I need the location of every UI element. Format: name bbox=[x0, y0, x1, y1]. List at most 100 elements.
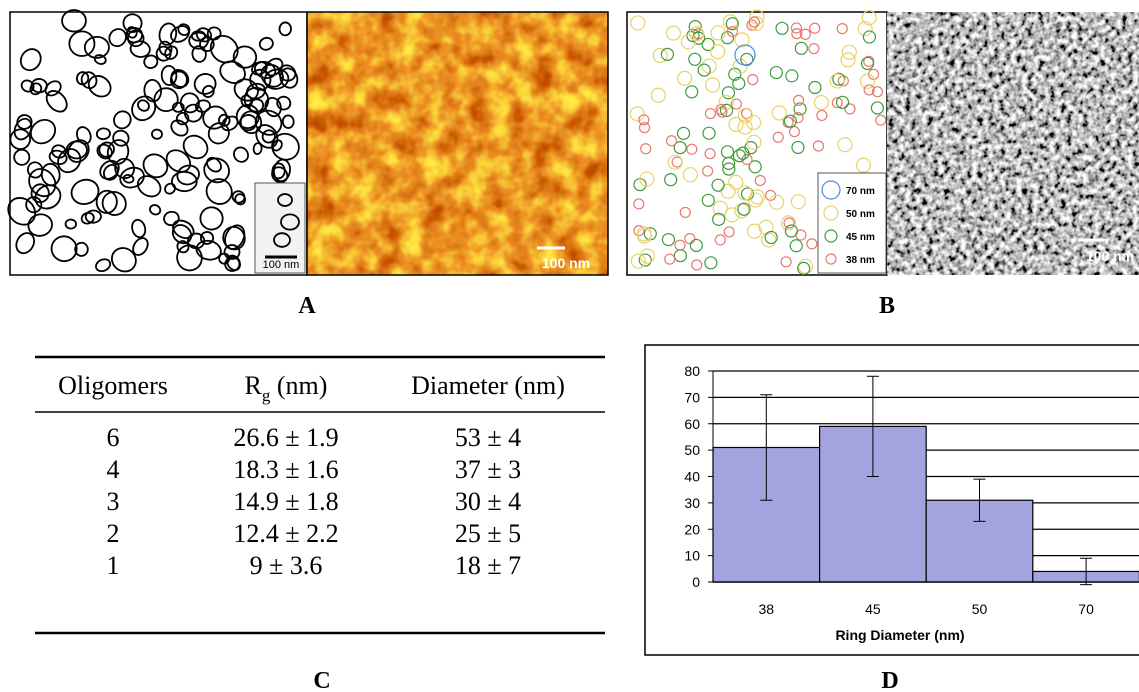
ring-marker bbox=[705, 77, 721, 93]
x-tick-label: 70 bbox=[1078, 601, 1094, 617]
ring-marker bbox=[689, 238, 703, 253]
ring-marker bbox=[732, 58, 748, 74]
ring-marker bbox=[775, 21, 789, 35]
table-cell: 12.4 ± 2.2 bbox=[233, 519, 338, 548]
ring-marker bbox=[832, 72, 846, 86]
ring-marker bbox=[664, 173, 678, 187]
ring-marker bbox=[785, 69, 799, 83]
ring-marker bbox=[780, 215, 797, 231]
ring-marker bbox=[710, 44, 726, 60]
ring-marker bbox=[831, 97, 843, 109]
y-tick-label: 70 bbox=[684, 389, 700, 405]
ring-outline bbox=[264, 57, 284, 77]
ring-marker bbox=[688, 19, 702, 34]
legend-marker bbox=[823, 205, 839, 221]
ring-outline bbox=[34, 184, 62, 210]
ring-outline bbox=[164, 182, 176, 195]
ring-marker bbox=[790, 194, 806, 210]
ring-outline bbox=[240, 94, 253, 108]
header-cell: Oligomers bbox=[58, 371, 168, 400]
ring-marker bbox=[711, 178, 725, 192]
table-cell: 18.3 ± 1.6 bbox=[233, 455, 338, 484]
ring-marker bbox=[660, 47, 675, 61]
ring-outline bbox=[26, 161, 44, 179]
ring-marker bbox=[640, 143, 652, 155]
panel-a: 100 nm 100 nm bbox=[7, 9, 609, 276]
ring-marker bbox=[791, 28, 803, 40]
ring-outline bbox=[248, 98, 265, 114]
ring-marker bbox=[816, 109, 828, 122]
ring-outline bbox=[164, 45, 179, 60]
ring-marker bbox=[808, 43, 820, 55]
ring-outline bbox=[218, 113, 231, 127]
ring-marker bbox=[747, 74, 759, 86]
ring-marker bbox=[673, 249, 688, 263]
ring-marker bbox=[747, 192, 764, 208]
ring-outline bbox=[15, 232, 35, 255]
ring-outline bbox=[75, 71, 90, 86]
ring-outline bbox=[95, 127, 111, 141]
ring-outline bbox=[170, 69, 190, 88]
ring-marker bbox=[875, 114, 887, 126]
x-tick-label: 50 bbox=[972, 601, 988, 617]
ring-outline bbox=[252, 142, 263, 156]
image-scale: 100 nm bbox=[542, 255, 590, 271]
ring-marker bbox=[857, 21, 873, 37]
ring-outline bbox=[219, 60, 246, 84]
ring-outline bbox=[281, 114, 295, 129]
ring-marker bbox=[754, 174, 766, 187]
y-tick-label: 60 bbox=[684, 416, 700, 432]
ring-marker bbox=[861, 10, 877, 26]
ring-marker bbox=[855, 157, 872, 173]
ring-outline bbox=[84, 209, 102, 224]
ring-marker bbox=[722, 162, 736, 176]
ring-outline bbox=[273, 232, 291, 248]
ring-outline bbox=[151, 128, 163, 140]
table-cell: 30 ± 4 bbox=[455, 487, 521, 516]
ring-marker bbox=[844, 103, 856, 115]
ring-outline bbox=[29, 118, 57, 145]
y-tick-label: 40 bbox=[684, 469, 700, 485]
ring-marker bbox=[837, 137, 853, 153]
ring-marker bbox=[806, 238, 818, 250]
header-cell: Diameter (nm) bbox=[411, 371, 565, 400]
ring-marker bbox=[791, 140, 805, 155]
ring-marker bbox=[686, 143, 698, 155]
ring-marker bbox=[870, 101, 885, 115]
ring-outline bbox=[191, 45, 207, 63]
ring-marker bbox=[728, 67, 742, 81]
ring-marker bbox=[812, 140, 825, 152]
ring-marker bbox=[712, 212, 726, 226]
afm-frame bbox=[306, 11, 609, 276]
ring-marker bbox=[808, 80, 822, 95]
image-scale: 100 nm bbox=[1086, 248, 1134, 264]
ring-marker bbox=[859, 73, 876, 89]
ring-marker bbox=[722, 156, 736, 170]
ring-marker bbox=[638, 114, 650, 126]
ring-outline bbox=[176, 244, 203, 272]
ring-outline bbox=[68, 30, 96, 57]
ring-outline bbox=[223, 244, 241, 260]
panel-label: D bbox=[881, 668, 898, 692]
ring-outline bbox=[132, 237, 149, 256]
ring-outline bbox=[74, 241, 89, 257]
ring-outline bbox=[264, 96, 282, 118]
ring-marker bbox=[737, 202, 751, 216]
ring-marker bbox=[724, 207, 740, 223]
ring-marker bbox=[701, 37, 715, 52]
ring-marker bbox=[783, 217, 795, 229]
ring-outline bbox=[278, 21, 292, 37]
ring-outline bbox=[203, 157, 230, 184]
ring-outline bbox=[51, 144, 67, 159]
ring-outline bbox=[277, 193, 293, 207]
ring-marker bbox=[639, 248, 655, 264]
ring-outline bbox=[171, 101, 185, 113]
ring-outline bbox=[188, 31, 210, 50]
ring-marker bbox=[789, 239, 803, 253]
ring-marker bbox=[737, 185, 753, 201]
ring-marker bbox=[835, 95, 850, 109]
ring-marker bbox=[746, 19, 758, 31]
ring-marker bbox=[704, 148, 716, 160]
ring-marker bbox=[714, 234, 726, 246]
